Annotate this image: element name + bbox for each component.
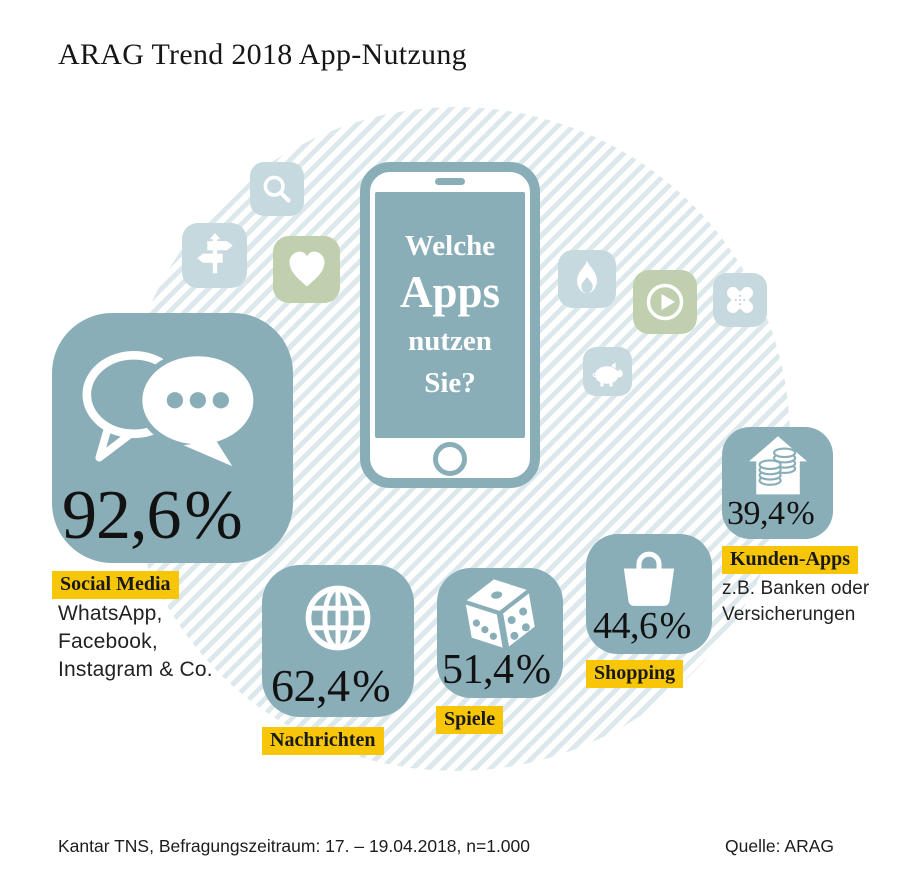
footer-source: Kantar TNS, Befragungszeitraum: 17. – 19… (58, 836, 531, 856)
bandaid-icon (719, 279, 761, 321)
shopping-value: 44,6 % (593, 605, 691, 647)
social-media-description: WhatsApp, Facebook, Instagram & Co. (58, 600, 213, 684)
spiele-label: Spiele (436, 706, 504, 734)
tile-kunden-apps: 39,4 % (722, 427, 833, 539)
decor-tile-play (633, 270, 697, 334)
phone-graphic: Welche Apps nutzen Sie? (360, 162, 540, 488)
phone-question-line: Apps (399, 267, 501, 317)
description-line: Facebook, (58, 630, 158, 653)
description-line: z.B. Banken oder (722, 578, 870, 599)
dice-icon (460, 574, 540, 654)
tile-shopping: 44,6 % (586, 534, 712, 654)
decor-tile-heart (273, 236, 340, 303)
phone-home-button (433, 442, 467, 476)
shopping-bag-icon (613, 542, 685, 608)
play-icon (640, 277, 690, 327)
chat-bubbles-icon (74, 339, 270, 473)
kunden-apps-value: 39,4 % (727, 495, 815, 532)
decor-tile-bandaid (713, 273, 767, 327)
phone-question-line: Sie? (424, 367, 476, 399)
description-line: WhatsApp, (58, 602, 163, 625)
tile-social-media: 92,6 % (52, 313, 293, 563)
tile-nachrichten: 62,4 % (262, 565, 414, 717)
globe-icon (297, 577, 379, 659)
shopping-label: Shopping (586, 660, 684, 688)
phone-question-line: Welche (404, 230, 496, 262)
house-coins-icon (744, 433, 812, 499)
decor-tile-flame (558, 250, 616, 308)
phone-speaker (435, 178, 465, 185)
spiele-value: 51,4 % (442, 647, 551, 693)
piggy-bank-icon (589, 353, 627, 391)
footer-attribution: Quelle: ARAG (725, 836, 834, 856)
kunden-apps-description: z.B. Banken oder Versicherungen (722, 576, 869, 628)
decor-tile-piggy-bank (583, 347, 632, 396)
nachrichten-label: Nachrichten (262, 727, 384, 755)
description-line: Versicherungen (722, 604, 856, 625)
page-title: ARAG Trend 2018 App-Nutzung (58, 38, 467, 71)
description-line: Instagram & Co. (58, 658, 213, 681)
tile-spiele: 51,4 % (437, 568, 563, 698)
signpost-icon (191, 232, 239, 280)
social-media-label: Social Media (52, 571, 179, 599)
decor-tile-signpost (182, 223, 247, 288)
heart-icon (284, 247, 330, 293)
magnifier-icon (257, 169, 297, 209)
phone-question-line: nutzen (408, 325, 492, 357)
kunden-apps-label: Kunden-Apps (722, 546, 859, 574)
phone-screen: Welche Apps nutzen Sie? (375, 192, 525, 438)
decor-tile-search (250, 162, 304, 216)
nachrichten-value: 62,4 % (271, 660, 391, 711)
flame-icon (566, 258, 608, 300)
social-media-value: 92,6 % (62, 477, 243, 554)
